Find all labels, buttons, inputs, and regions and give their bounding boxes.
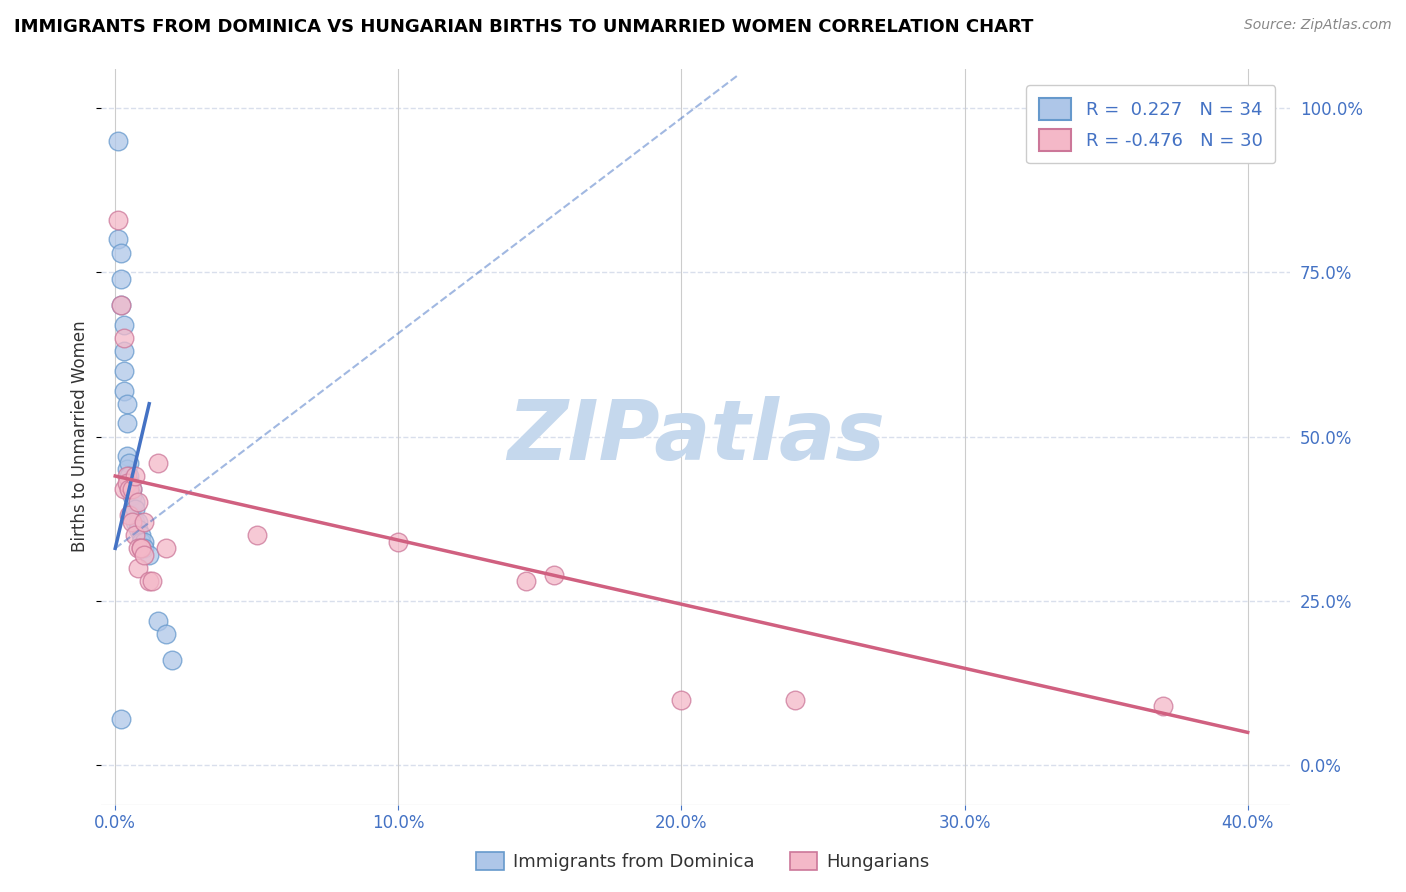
Point (118, 475, 141, 490)
Point (121, 482, 143, 496)
Text: ZIPatlas: ZIPatlas (506, 396, 884, 477)
Point (155, 627, 177, 641)
Point (115, 450, 138, 464)
Point (246, 528, 269, 542)
Point (107, 212, 129, 227)
Point (112, 344, 135, 359)
Point (112, 364, 135, 378)
Point (110, 298, 132, 312)
Point (127, 515, 149, 529)
Point (138, 574, 160, 589)
Point (129, 541, 152, 556)
Point (132, 541, 155, 556)
Point (138, 548, 160, 562)
Point (132, 515, 155, 529)
Point (783, 692, 806, 706)
Point (127, 541, 149, 556)
Point (118, 469, 141, 483)
Point (124, 502, 146, 516)
Point (155, 541, 177, 556)
Point (118, 482, 141, 496)
Point (110, 298, 132, 312)
Point (124, 515, 146, 529)
Point (129, 528, 152, 542)
Point (132, 534, 155, 549)
Y-axis label: Births to Unmarried Women: Births to Unmarried Women (72, 321, 89, 552)
Legend: Immigrants from Dominica, Hungarians: Immigrants from Dominica, Hungarians (470, 845, 936, 879)
Point (115, 462, 138, 476)
Point (110, 245, 132, 260)
Point (118, 456, 141, 470)
Point (671, 692, 693, 706)
Point (127, 561, 149, 575)
Point (110, 712, 132, 726)
Point (115, 397, 138, 411)
Point (121, 482, 143, 496)
Point (118, 508, 141, 523)
Point (124, 528, 146, 542)
Point (160, 653, 183, 667)
Point (543, 567, 565, 582)
Point (129, 534, 152, 549)
Point (107, 232, 129, 246)
Point (115, 475, 138, 490)
Point (112, 384, 135, 398)
Point (107, 134, 129, 148)
Point (387, 534, 409, 549)
Point (115, 469, 138, 483)
Point (124, 469, 146, 483)
Point (132, 548, 155, 562)
Point (515, 574, 537, 589)
Point (112, 318, 135, 332)
Point (146, 614, 169, 628)
Point (121, 515, 143, 529)
Point (118, 482, 141, 496)
Point (115, 417, 138, 431)
Text: IMMIGRANTS FROM DOMINICA VS HUNGARIAN BIRTHS TO UNMARRIED WOMEN CORRELATION CHAR: IMMIGRANTS FROM DOMINICA VS HUNGARIAN BI… (14, 18, 1033, 36)
Point (146, 456, 169, 470)
Point (121, 489, 143, 503)
Point (1152, 699, 1174, 714)
Point (141, 574, 163, 589)
Point (112, 482, 135, 496)
Text: Source: ZipAtlas.com: Source: ZipAtlas.com (1244, 18, 1392, 32)
Point (124, 495, 146, 509)
Point (127, 522, 149, 536)
Legend: R =  0.227   N = 34, R = -0.476   N = 30: R = 0.227 N = 34, R = -0.476 N = 30 (1026, 85, 1275, 163)
Point (121, 508, 143, 523)
Point (127, 495, 149, 509)
Point (112, 331, 135, 345)
Point (110, 272, 132, 286)
Point (129, 541, 152, 556)
